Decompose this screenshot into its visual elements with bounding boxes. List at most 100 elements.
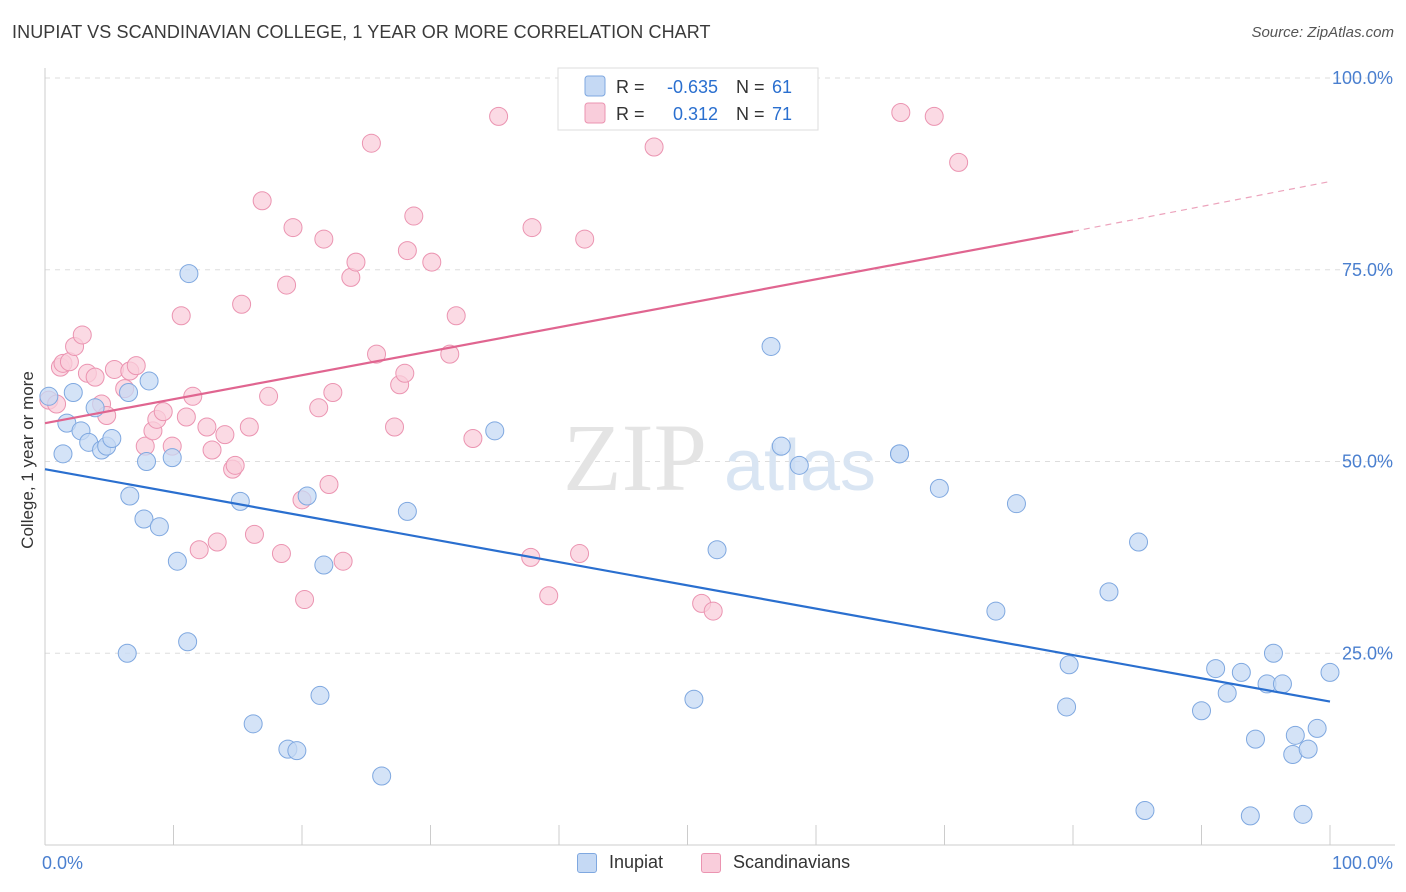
inupiat-point <box>1320 662 1340 682</box>
legend-swatch-inupiat <box>584 75 606 97</box>
inupiat-point <box>1206 659 1226 679</box>
scandinavians-point <box>924 106 944 126</box>
legend-top: R = -0.635 N = 61 R = 0.312 N = 71 <box>557 67 819 131</box>
scandinavians-regression-extension <box>1072 180 1331 232</box>
inupiat-point <box>372 766 392 786</box>
scandinavians-point <box>575 229 595 249</box>
scandinavians-point <box>85 367 105 387</box>
scandinavians-point <box>189 540 209 560</box>
inupiat-point <box>1298 739 1318 759</box>
scandinavians-point <box>489 106 509 126</box>
x-tick-label: 100.0% <box>1332 853 1393 873</box>
source-label: Source: ZipAtlas.com <box>1251 24 1394 41</box>
scandinavians-point <box>644 137 664 157</box>
legend-bottom: Inupiat Scandinavians <box>0 850 1406 880</box>
inupiat-point <box>1192 701 1211 721</box>
legend-r-value-inupiat: -0.635 <box>667 77 718 97</box>
scandinavians-point <box>949 152 969 172</box>
legend-n-value-inupiat: 61 <box>772 77 792 97</box>
inupiat-point <box>1272 674 1292 694</box>
inupiat-point <box>310 685 330 705</box>
chart-title: INUPIAT VS SCANDINAVIAN COLLEGE, 1 YEAR … <box>12 22 711 42</box>
inupiat-point <box>1245 729 1265 749</box>
legend-swatch-inupiat <box>577 852 597 873</box>
scandinavians-point <box>703 601 723 621</box>
scandinavians-point <box>323 382 343 402</box>
legend-label-inupiat: Inupiat <box>609 852 664 872</box>
grid-lines <box>45 77 1395 654</box>
legend-swatch-scandinavians <box>584 102 606 124</box>
inupiat-point <box>119 382 139 402</box>
inupiat-point <box>53 444 73 464</box>
inupiat-point <box>314 555 334 575</box>
inupiat-regression-line <box>44 468 1331 703</box>
inupiat-point <box>1217 683 1237 703</box>
legend-label-scandinavians: Scandinavians <box>733 852 851 872</box>
watermark-zip: ZIP <box>563 404 707 511</box>
scandinavians-point <box>463 428 483 448</box>
inupiat-point <box>297 486 317 506</box>
inupiat-point <box>1057 697 1077 717</box>
inupiat-point <box>1099 582 1119 602</box>
inupiat-point <box>1263 643 1283 663</box>
scandinavians-point <box>295 590 315 610</box>
scandinavians-point <box>446 306 466 326</box>
scandinavians-point <box>232 294 252 314</box>
inupiat-points <box>39 264 1340 826</box>
inupiat-point <box>243 714 263 734</box>
inupiat-point <box>134 509 154 529</box>
scandinavians-points <box>39 68 969 621</box>
scandinavians-point <box>397 241 417 261</box>
scandinavians-point <box>171 306 191 326</box>
scandinavians-point <box>404 206 424 226</box>
inupiat-point <box>1059 655 1079 675</box>
inupiat-point <box>1135 800 1155 820</box>
inupiat-point <box>63 382 83 402</box>
scandinavians-point <box>239 417 259 437</box>
scandinavians-point <box>202 440 222 460</box>
inupiat-point <box>397 501 417 521</box>
scandinavians-point <box>367 344 387 364</box>
scandinavians-point <box>395 363 415 383</box>
scandinavians-point <box>333 551 353 571</box>
regression-lines <box>44 180 1331 703</box>
scandinavians-point <box>283 218 303 238</box>
inupiat-point <box>707 540 727 560</box>
inupiat-point <box>230 491 250 511</box>
inupiat-point <box>1285 725 1305 745</box>
x-tick-label: 0.0% <box>42 853 83 873</box>
scandinavians-point <box>319 475 339 495</box>
scandinavians-point <box>346 252 366 272</box>
scandinavians-point <box>361 133 381 153</box>
scandinavians-point <box>522 218 542 238</box>
scandinavians-point <box>309 398 329 418</box>
scandinavians-point <box>539 586 559 606</box>
scandinavians-point <box>153 402 173 422</box>
inupiat-point <box>149 517 169 537</box>
inupiat-point <box>137 452 157 471</box>
scandinavians-point <box>207 532 227 552</box>
scandinavians-point <box>225 455 245 475</box>
y-tick-label: 50.0% <box>1342 452 1393 472</box>
inupiat-point <box>986 601 1006 621</box>
legend-r-label: R = <box>616 104 645 124</box>
legend-swatch-scandinavians <box>701 852 721 873</box>
inupiat-point <box>761 336 781 356</box>
scandinavians-point <box>385 417 405 437</box>
inupiat-point <box>120 486 140 506</box>
inupiat-point <box>929 478 949 498</box>
inupiat-point <box>789 455 809 475</box>
inupiat-point <box>771 436 791 456</box>
inupiat-point <box>1240 806 1260 826</box>
legend-r-value-scandinavians: 0.312 <box>668 104 718 124</box>
inupiat-point <box>1006 494 1026 514</box>
legend-item-inupiat[interactable]: Inupiat <box>577 852 663 873</box>
scandinavians-point <box>244 524 264 544</box>
legend-item-scandinavians[interactable]: Scandinavians <box>701 852 850 873</box>
scandinavians-point <box>314 229 334 249</box>
scandinavians-point <box>252 191 272 211</box>
inupiat-point <box>684 689 704 709</box>
inupiat-point <box>162 448 182 468</box>
scandinavians-point <box>271 544 291 564</box>
